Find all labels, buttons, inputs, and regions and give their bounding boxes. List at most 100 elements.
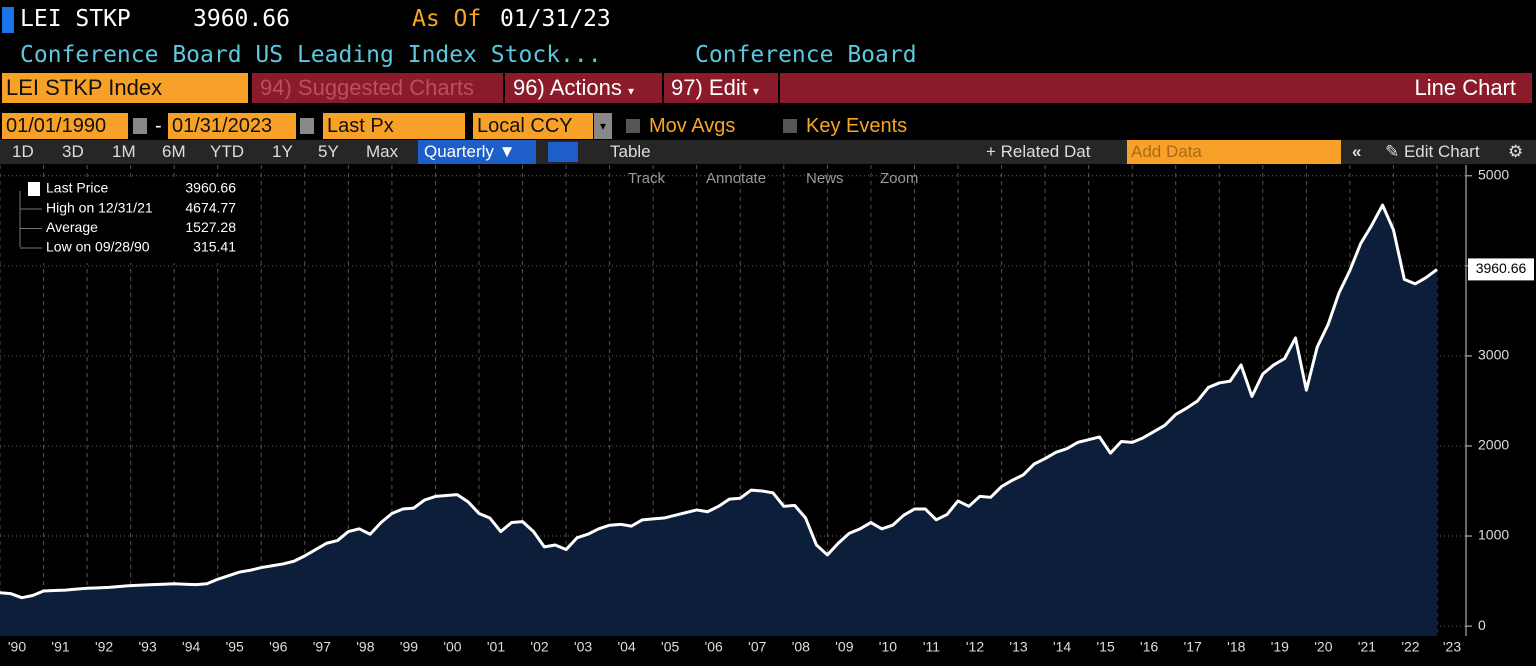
start-date[interactable]: 01/01/1990 bbox=[2, 113, 128, 139]
x-tick-label: '22 bbox=[1401, 639, 1419, 655]
edit-menu[interactable]: 97) Edit ▾ bbox=[671, 75, 759, 100]
calendar-icon[interactable] bbox=[133, 118, 147, 134]
x-tick-label: '10 bbox=[879, 639, 897, 655]
edit-chart[interactable]: ✎ Edit Chart bbox=[1385, 142, 1480, 161]
as-of-label: As Of bbox=[412, 6, 482, 32]
chart-tool[interactable]: Annotate bbox=[706, 170, 767, 187]
checkbox[interactable] bbox=[626, 119, 640, 133]
end-date[interactable]: 01/31/2023 bbox=[168, 113, 296, 139]
stat-label: Average bbox=[46, 219, 98, 235]
x-tick-label: '15 bbox=[1097, 639, 1115, 655]
last-price-tag bbox=[1468, 258, 1534, 281]
checkbox[interactable] bbox=[783, 119, 797, 133]
x-tick-label: '12 bbox=[966, 639, 984, 655]
period-button[interactable]: 5Y bbox=[318, 142, 339, 161]
source: Conference Board bbox=[695, 42, 917, 68]
period-button[interactable]: Max bbox=[366, 142, 399, 161]
x-tick-label: '00 bbox=[443, 639, 461, 655]
chart-tool[interactable]: Track bbox=[628, 170, 665, 187]
x-tick-label: '20 bbox=[1314, 639, 1332, 655]
price-line bbox=[0, 203, 1438, 600]
x-tick-label: '96 bbox=[269, 639, 287, 655]
x-tick-label: '93 bbox=[139, 639, 157, 655]
edit-chart-label: Edit Chart bbox=[1403, 142, 1480, 161]
y-tick-label: 1000 bbox=[1478, 527, 1509, 543]
settings-icon[interactable]: ⚙ bbox=[1508, 142, 1524, 161]
x-tick-label: '23 bbox=[1443, 639, 1461, 655]
stat-value: 4674.77 bbox=[185, 200, 236, 216]
x-tick-label: '02 bbox=[530, 639, 548, 655]
actions-menu[interactable]: 96) Actions ▾ bbox=[513, 75, 634, 100]
period-button[interactable]: 1Y bbox=[272, 142, 293, 161]
as-of-date: 01/31/23 bbox=[500, 6, 611, 32]
legend-value: 3960.66 bbox=[185, 180, 236, 196]
chart-tool[interactable]: News bbox=[806, 170, 844, 187]
x-tick-label: '01 bbox=[487, 639, 505, 655]
key-events[interactable]: Key Events bbox=[806, 115, 908, 137]
y-tick-label: 2000 bbox=[1478, 437, 1509, 453]
mov-avgs[interactable]: Mov Avgs bbox=[649, 115, 736, 137]
chart: '90 '91 '92 '93 '94 '95 '96 '97 '98 '99 '00 '01 '02 '… bbox=[0, 165, 1534, 655]
dash: - bbox=[155, 115, 162, 137]
stat-label: Low on 09/28/90 bbox=[46, 239, 150, 255]
ticker: LEI STKP bbox=[20, 6, 131, 32]
x-tick-label: '21 bbox=[1358, 639, 1376, 655]
related-data[interactable]: + Related Dat bbox=[986, 142, 1091, 161]
frequency-select[interactable]: Quarterly ▼ bbox=[418, 140, 536, 164]
x-tick-label: '06 bbox=[705, 639, 723, 655]
period-button[interactable]: 1M bbox=[112, 142, 136, 161]
separator bbox=[662, 73, 664, 103]
security-input[interactable]: LEI STKP Index bbox=[2, 73, 248, 103]
x-tick-label: '13 bbox=[1009, 639, 1027, 655]
calendar-icon[interactable] bbox=[300, 118, 314, 134]
x-tick-label: '08 bbox=[792, 639, 810, 655]
last-price-label: 3960.66 bbox=[1476, 260, 1527, 276]
edit-label: 97) Edit bbox=[671, 75, 747, 100]
period-button[interactable]: 1D bbox=[12, 142, 34, 161]
y-tick-label: 5000 bbox=[1478, 167, 1509, 183]
actions-label: 96) Actions bbox=[513, 75, 622, 100]
x-tick-label: '99 bbox=[400, 639, 418, 655]
field-select[interactable]: Last Px bbox=[323, 113, 465, 139]
stat-value: 1527.28 bbox=[185, 219, 236, 235]
line-icon[interactable] bbox=[548, 142, 578, 162]
x-tick-label: '18 bbox=[1227, 639, 1245, 655]
suggested-charts[interactable]: 94) Suggested Charts bbox=[260, 75, 475, 100]
legend-name: Last Price bbox=[46, 180, 108, 196]
legend-bg bbox=[8, 177, 248, 263]
stat-label: High on 12/31/21 bbox=[46, 200, 153, 216]
area-fill bbox=[0, 205, 1437, 636]
x-tick-label: '17 bbox=[1184, 639, 1202, 655]
period-button[interactable]: 3D bbox=[62, 142, 84, 161]
x-tick-label: '16 bbox=[1140, 639, 1158, 655]
collapse[interactable]: « bbox=[1352, 142, 1362, 161]
legend-swatch bbox=[28, 182, 40, 196]
currency-select[interactable]: Local CCY bbox=[473, 113, 593, 139]
x-tick-label: '95 bbox=[226, 639, 244, 655]
table-button[interactable]: Table bbox=[610, 142, 651, 161]
x-tick-label: '09 bbox=[835, 639, 853, 655]
price: 3960.66 bbox=[193, 6, 290, 32]
chart-type[interactable]: Line Chart bbox=[1414, 75, 1516, 100]
x-tick-label: '91 bbox=[51, 639, 69, 655]
dropdown[interactable]: ▾ bbox=[594, 113, 612, 139]
x-tick-label: '90 bbox=[8, 639, 26, 655]
x-tick-label: '97 bbox=[313, 639, 331, 655]
x-tick-label: '92 bbox=[95, 639, 113, 655]
separator bbox=[778, 73, 780, 103]
x-tick-label: '04 bbox=[618, 639, 636, 655]
x-tick-label: '98 bbox=[356, 639, 374, 655]
chart-tool[interactable]: Zoom bbox=[880, 170, 919, 187]
frequency: Quarterly bbox=[424, 142, 494, 161]
y-tick-label: 3000 bbox=[1478, 347, 1509, 363]
stat-value: 315.41 bbox=[193, 239, 236, 255]
legend: Last Price 3960.66 High on 12/31/21 4674.77… bbox=[8, 177, 248, 263]
period-button[interactable]: 6M bbox=[162, 142, 186, 161]
separator bbox=[503, 73, 505, 103]
period-button[interactable]: YTD bbox=[210, 142, 244, 161]
x-tick-label: '11 bbox=[923, 639, 940, 655]
add-data-input[interactable]: Add Data bbox=[1127, 140, 1341, 164]
x-tick-label: '14 bbox=[1053, 639, 1071, 655]
security-name: Conference Board US Leading Index Stock.… bbox=[20, 42, 602, 68]
